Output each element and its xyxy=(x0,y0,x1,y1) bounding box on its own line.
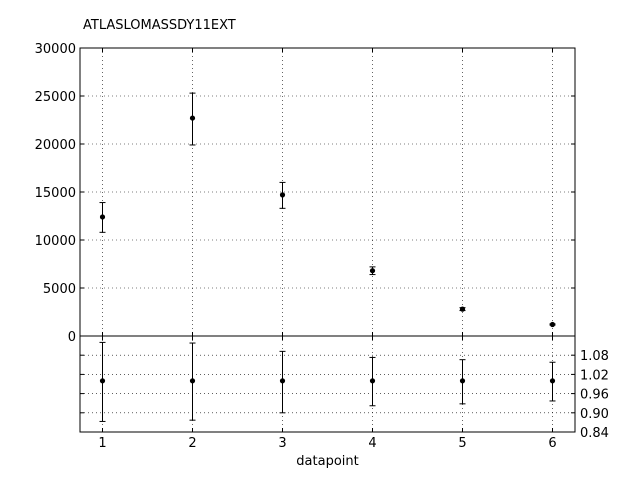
x-tick-label: 5 xyxy=(458,436,466,451)
ratio-panel: 1 2 3 4 5 6 0.84 0.90 0.96 1.02 1.08 xyxy=(79,335,609,451)
data-point xyxy=(189,115,196,121)
chart-title: ATLASLOMASSDY11EXT xyxy=(83,18,236,33)
y-tick-label: 1.02 xyxy=(580,368,609,383)
y-tick-label: 0.96 xyxy=(580,388,609,403)
data-point xyxy=(549,321,556,328)
x-tick-label: 1 xyxy=(98,436,106,451)
y-tick-label: 30000 xyxy=(35,42,76,57)
y-tick-label: 25000 xyxy=(35,90,76,105)
data-point xyxy=(549,378,556,384)
data-point xyxy=(99,214,106,220)
y-tick-label: 0.90 xyxy=(580,407,609,422)
data-point xyxy=(189,378,196,384)
y-tick-label: 0 xyxy=(68,330,76,345)
x-axis-label: datapoint xyxy=(296,454,358,469)
plot-frame xyxy=(79,335,576,433)
y-tick-label: 5000 xyxy=(43,282,76,297)
data-point xyxy=(459,306,466,312)
y-tick-label: 0.84 xyxy=(580,426,609,441)
y-tick-label: 20000 xyxy=(35,138,76,153)
y-tick-label: 10000 xyxy=(35,234,76,249)
y-tick-label: 1.08 xyxy=(580,349,609,364)
data-point xyxy=(459,378,466,384)
data-point xyxy=(99,378,106,384)
x-tick-label: 6 xyxy=(548,436,556,451)
data-point xyxy=(369,268,376,274)
x-tick-label: 4 xyxy=(368,436,376,451)
y-tick-label: 15000 xyxy=(35,186,76,201)
data-point xyxy=(279,192,286,198)
x-tick-label: 3 xyxy=(278,436,286,451)
data-point xyxy=(369,378,376,384)
data-point xyxy=(279,378,286,384)
main-panel: 0 5000 10000 15000 20000 25000 30000 xyxy=(35,42,576,345)
x-tick-label: 2 xyxy=(188,436,196,451)
